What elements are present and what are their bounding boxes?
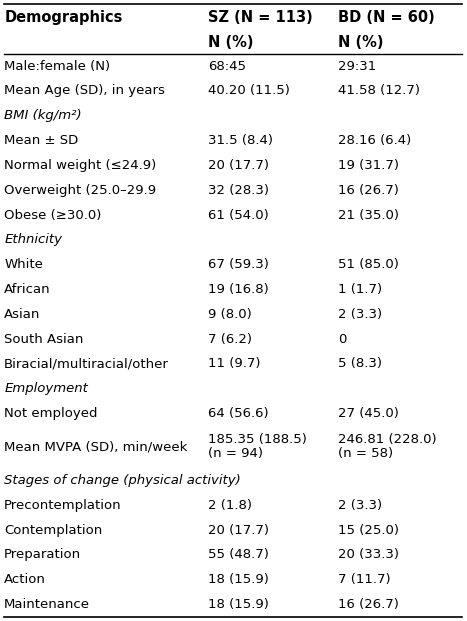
Text: Normal weight (≤24.9): Normal weight (≤24.9) [4, 159, 156, 172]
Text: 27 (45.0): 27 (45.0) [338, 407, 399, 420]
Text: 28.16 (6.4): 28.16 (6.4) [338, 134, 411, 147]
Text: South Asian: South Asian [4, 332, 84, 345]
Text: Overweight (25.0–29.9: Overweight (25.0–29.9 [4, 184, 156, 197]
Text: 9 (8.0): 9 (8.0) [208, 308, 252, 320]
Text: (n = 94): (n = 94) [208, 447, 263, 460]
Text: Preparation: Preparation [4, 548, 81, 561]
Text: N (%): N (%) [338, 35, 384, 50]
Text: Contemplation: Contemplation [4, 524, 102, 537]
Text: 40.20 (11.5): 40.20 (11.5) [208, 84, 290, 97]
Text: 18 (15.9): 18 (15.9) [208, 598, 269, 611]
Text: Male:female (N): Male:female (N) [4, 60, 110, 73]
Text: 41.58 (12.7): 41.58 (12.7) [338, 84, 420, 97]
Text: 2 (1.8): 2 (1.8) [208, 499, 252, 512]
Text: 29:31: 29:31 [338, 60, 376, 73]
Text: 2 (3.3): 2 (3.3) [338, 499, 382, 512]
Text: Mean Age (SD), in years: Mean Age (SD), in years [4, 84, 165, 97]
Text: N (%): N (%) [208, 35, 254, 50]
Text: 5 (8.3): 5 (8.3) [338, 357, 382, 370]
Text: African: African [4, 283, 51, 296]
Text: Precontemplation: Precontemplation [4, 499, 122, 512]
Text: 21 (35.0): 21 (35.0) [338, 209, 399, 222]
Text: 16 (26.7): 16 (26.7) [338, 598, 399, 611]
Text: 16 (26.7): 16 (26.7) [338, 184, 399, 197]
Text: Obese (≥30.0): Obese (≥30.0) [4, 209, 101, 222]
Text: Employment: Employment [4, 382, 88, 395]
Text: 19 (16.8): 19 (16.8) [208, 283, 269, 296]
Text: BD (N = 60): BD (N = 60) [338, 11, 435, 25]
Text: 185.35 (188.5): 185.35 (188.5) [208, 433, 307, 446]
Text: 31.5 (8.4): 31.5 (8.4) [208, 134, 273, 147]
Text: Mean ± SD: Mean ± SD [4, 134, 78, 147]
Text: (n = 58): (n = 58) [338, 447, 394, 460]
Text: 7 (11.7): 7 (11.7) [338, 573, 391, 586]
Text: Stages of change (physical activity): Stages of change (physical activity) [4, 474, 241, 487]
Text: Demographics: Demographics [4, 11, 122, 25]
Text: 64 (56.6): 64 (56.6) [208, 407, 269, 420]
Text: 2 (3.3): 2 (3.3) [338, 308, 382, 320]
Text: BMI (kg/m²): BMI (kg/m²) [4, 109, 82, 122]
Text: 0: 0 [338, 332, 347, 345]
Text: 11 (9.7): 11 (9.7) [208, 357, 261, 370]
Text: 67 (59.3): 67 (59.3) [208, 258, 269, 271]
Text: 246.81 (228.0): 246.81 (228.0) [338, 433, 437, 446]
Text: 20 (17.7): 20 (17.7) [208, 524, 269, 537]
Text: 55 (48.7): 55 (48.7) [208, 548, 269, 561]
Text: Mean MVPA (SD), min/week: Mean MVPA (SD), min/week [4, 440, 188, 453]
Text: 19 (31.7): 19 (31.7) [338, 159, 399, 172]
Text: Biracial/multiracial/other: Biracial/multiracial/other [4, 357, 169, 370]
Text: Not employed: Not employed [4, 407, 98, 420]
Text: 20 (33.3): 20 (33.3) [338, 548, 399, 561]
Text: 1 (1.7): 1 (1.7) [338, 283, 382, 296]
Text: 61 (54.0): 61 (54.0) [208, 209, 269, 222]
Text: Ethnicity: Ethnicity [4, 233, 62, 247]
Text: 68:45: 68:45 [208, 60, 246, 73]
Text: 32 (28.3): 32 (28.3) [208, 184, 269, 197]
Text: 18 (15.9): 18 (15.9) [208, 573, 269, 586]
Text: Action: Action [4, 573, 46, 586]
Text: 51 (85.0): 51 (85.0) [338, 258, 399, 271]
Text: White: White [4, 258, 43, 271]
Text: 7 (6.2): 7 (6.2) [208, 332, 252, 345]
Text: 20 (17.7): 20 (17.7) [208, 159, 269, 172]
Text: SZ (N = 113): SZ (N = 113) [208, 11, 312, 25]
Text: Asian: Asian [4, 308, 41, 320]
Text: 15 (25.0): 15 (25.0) [338, 524, 399, 537]
Text: Maintenance: Maintenance [4, 598, 90, 611]
